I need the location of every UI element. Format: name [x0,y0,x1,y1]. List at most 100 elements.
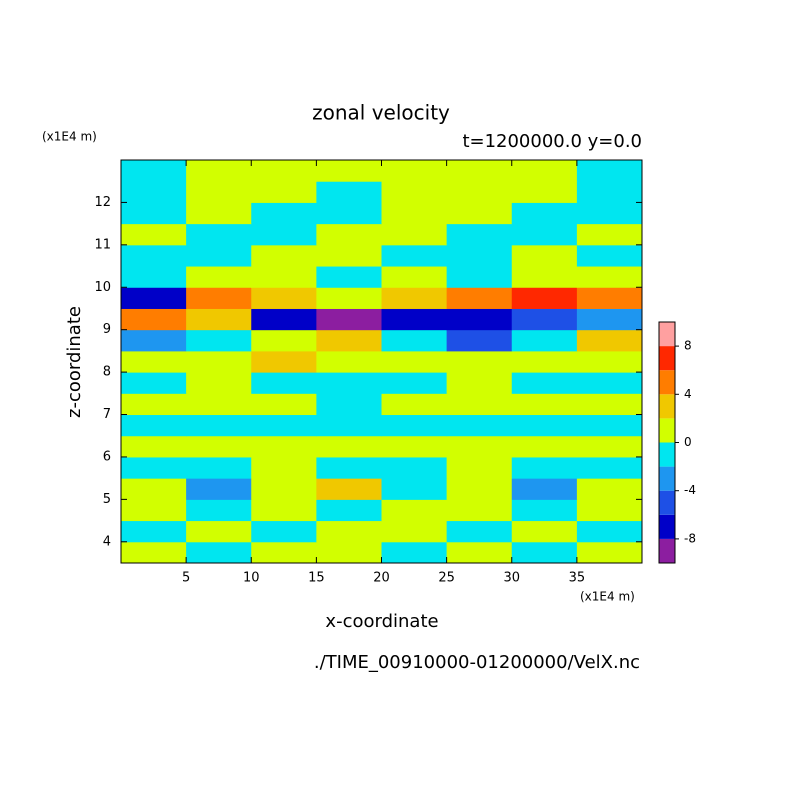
field-cell [446,244,513,267]
field-cell [446,287,513,309]
field-cell [316,181,382,203]
field-cell [381,181,448,203]
field-cell [316,287,382,309]
field-cell [381,393,448,416]
y-tick-label: 7 [103,407,111,422]
field-cell [446,266,513,288]
field-cell [446,541,513,564]
field-cell [446,414,513,437]
x-tick-label: 15 [308,571,325,586]
x-tick-label: 25 [438,571,455,586]
x-tick-label: 30 [503,571,520,586]
field-cell [381,329,448,352]
field-cell [121,202,187,225]
field-cell [381,520,448,543]
field-cell [316,393,382,416]
field-cell [381,308,448,331]
field-cell [251,329,317,352]
y-tick-label: 9 [103,322,111,337]
field-cell [446,202,513,225]
field-cell [186,350,252,373]
field-cell [511,456,578,479]
field-cell [446,372,513,394]
colorbar-swatch [659,370,675,395]
field-cell [121,456,187,479]
field-cell [576,541,643,564]
field-cell [316,350,382,373]
field-cell [121,541,187,564]
field-cell [511,329,578,352]
field-cell [446,181,513,203]
field-cell [186,266,252,288]
field-cell [121,478,187,500]
field-cell [186,414,252,437]
colorbar-tick-label: -8 [684,531,696,545]
colorbar-swatch [659,346,675,371]
y-tick-label: 8 [103,365,111,380]
field-cell [251,266,317,288]
field-cell [186,499,252,522]
field-cell [251,520,317,543]
field-cell [381,287,448,309]
field-cell [576,435,643,458]
field-cell [186,435,252,458]
colorbar-swatch [659,394,675,419]
field-cell [576,160,643,182]
field-cell [511,266,578,288]
field-cell [121,350,187,373]
field-cell [511,499,578,522]
field-cell [251,456,317,479]
field [121,160,643,564]
field-cell [576,499,643,522]
field-cell [381,456,448,479]
field-cell [381,266,448,288]
field-cell [576,308,643,331]
field-cell [576,223,643,246]
y-unit: (x1E4 m) [42,130,97,144]
field-cell [251,350,317,373]
y-tick-label: 5 [103,492,111,507]
field-cell [186,329,252,352]
x-tick-label: 20 [373,571,390,586]
field-cell [121,223,187,246]
field-cell [576,478,643,500]
field-cell [186,372,252,394]
field-cell [381,499,448,522]
field-cell [251,287,317,309]
y-tick-label: 4 [103,534,111,549]
field-cell [186,287,252,309]
field-cell [446,393,513,416]
field-cell [511,287,578,309]
field-cell [576,350,643,373]
field-cell [381,414,448,437]
field-cell [381,202,448,225]
field-cell [381,223,448,246]
field-cell [446,435,513,458]
field-cell [511,478,578,500]
field-cell [511,435,578,458]
field-cell [316,160,382,182]
field-cell [121,499,187,522]
colorbar-swatch [659,322,675,347]
y-tick-label: 6 [103,449,111,464]
field-cell [251,223,317,246]
field-cell [511,181,578,203]
field-cell [316,223,382,246]
field-cell [381,478,448,500]
field-cell [316,435,382,458]
field-cell [251,478,317,500]
field-cell [511,372,578,394]
field-cell [576,266,643,288]
chart-title: zonal velocity [312,101,450,125]
field-cell [511,223,578,246]
field-cell [576,372,643,394]
field-cell [186,520,252,543]
colorbar-swatch [659,538,675,563]
field-cell [186,393,252,416]
field-cell [316,499,382,522]
x-tick-label: 10 [243,571,260,586]
field-cell [511,244,578,267]
y-tick-label: 12 [94,195,111,210]
field-cell [121,329,187,352]
